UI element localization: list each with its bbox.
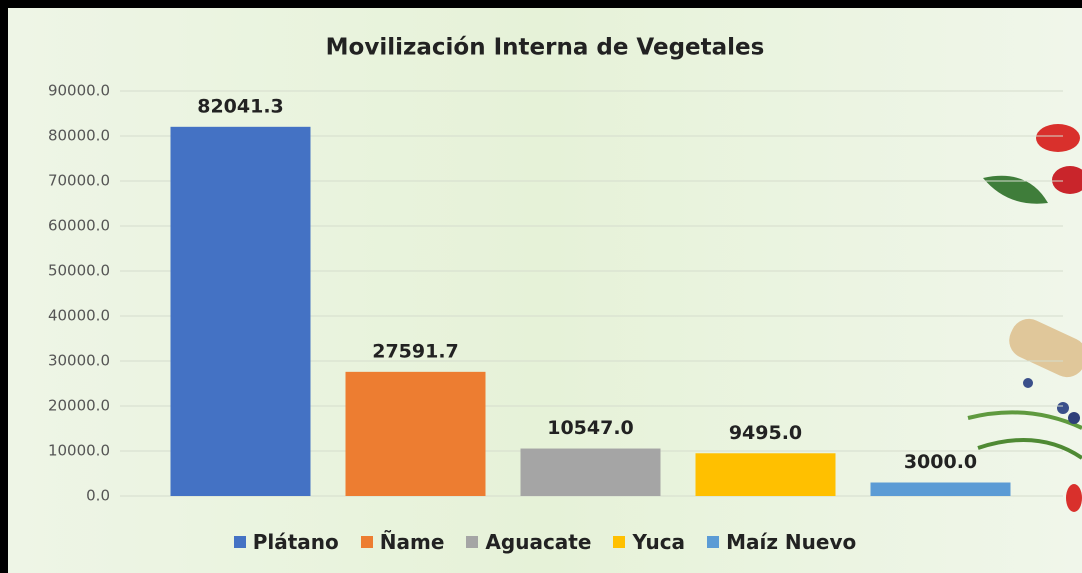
bar xyxy=(345,371,486,496)
legend-item: Ñame xyxy=(360,530,445,554)
legend-item: Maíz Nuevo xyxy=(707,530,856,554)
y-tick-label: 10000.0 xyxy=(48,442,110,460)
bar xyxy=(170,126,311,496)
y-tick-label: 80000.0 xyxy=(48,127,110,145)
legend-item: Aguacate xyxy=(466,530,591,554)
legend-item: Yuca xyxy=(613,530,685,554)
legend-item: Plátano xyxy=(233,530,339,554)
chart-frame: Movilización Interna de Vegetales 0.0 100… xyxy=(8,8,1082,573)
legend-swatch xyxy=(707,536,720,548)
y-tick-label: 0.0 xyxy=(86,487,110,505)
legend-swatch xyxy=(613,536,626,548)
legend-swatch xyxy=(360,536,373,548)
data-label: 82041.3 xyxy=(197,95,284,117)
data-label: 3000.0 xyxy=(904,451,977,473)
legend-swatch xyxy=(233,536,246,548)
decoration xyxy=(967,124,1082,512)
bar xyxy=(695,453,836,496)
legend-label: Aguacate xyxy=(485,530,592,554)
legend-swatch xyxy=(466,536,479,548)
legend-label: Ñame xyxy=(379,530,445,554)
y-tick-label: 90000.0 xyxy=(48,82,110,100)
y-tick-label: 40000.0 xyxy=(48,307,110,325)
legend-label: Yuca xyxy=(632,530,686,554)
legend-label: Maíz Nuevo xyxy=(726,530,857,554)
y-tick-label: 20000.0 xyxy=(48,397,110,415)
bar xyxy=(870,482,1011,496)
bar xyxy=(520,448,661,496)
legend: Plátano Ñame Aguacate Yuca Maíz Nuevo xyxy=(8,530,1082,554)
y-tick-label: 30000.0 xyxy=(48,352,110,370)
y-tick-label: 50000.0 xyxy=(48,262,110,280)
data-label: 10547.0 xyxy=(547,417,634,439)
y-tick-label: 60000.0 xyxy=(48,217,110,235)
chart-title: Movilización Interna de Vegetales xyxy=(326,35,765,61)
data-label: 9495.0 xyxy=(729,422,802,444)
legend-label: Plátano xyxy=(252,530,339,554)
chart: Movilización Interna de Vegetales 0.0 100… xyxy=(48,35,1082,512)
y-tick-label: 70000.0 xyxy=(48,172,110,190)
data-label: 27591.7 xyxy=(372,340,459,362)
